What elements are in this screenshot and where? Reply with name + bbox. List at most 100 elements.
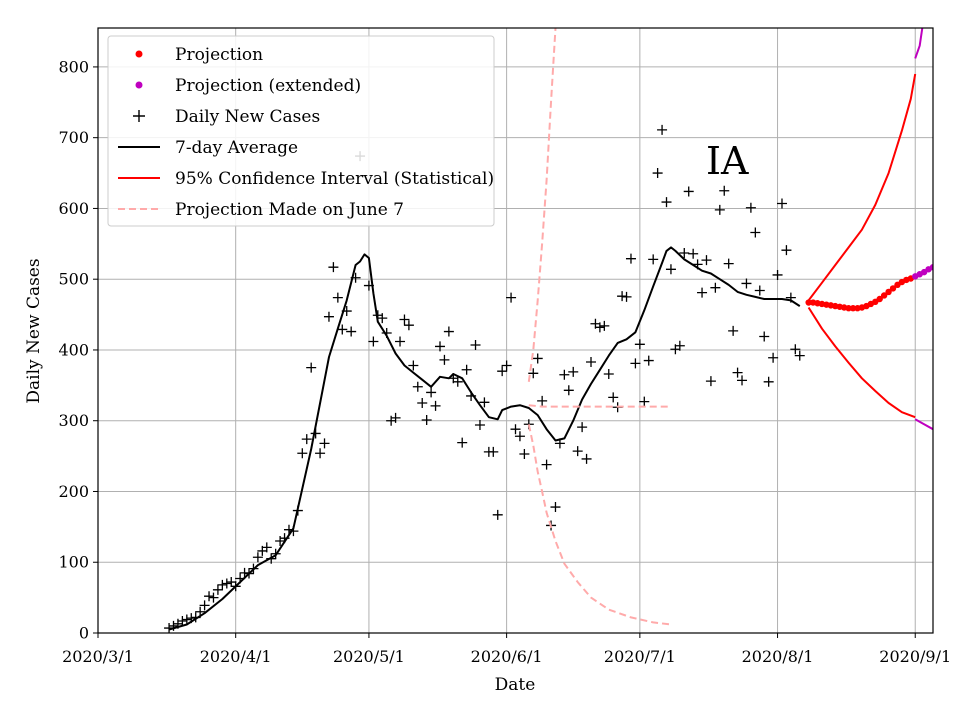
daily-case-point xyxy=(781,245,792,256)
daily-case-point xyxy=(745,202,756,213)
projection-extended-point xyxy=(929,263,933,271)
daily-case-point xyxy=(204,591,215,602)
daily-case-point xyxy=(319,438,330,449)
daily-case-point xyxy=(514,431,525,442)
legend-item: 7-day Average xyxy=(118,138,298,158)
daily-case-point xyxy=(772,269,783,280)
daily-case-point xyxy=(763,376,774,387)
daily-case-point xyxy=(723,258,734,269)
daily-case-point xyxy=(417,398,428,409)
x-tick-label: 2020/7/1 xyxy=(604,647,676,666)
daily-case-point xyxy=(474,419,485,430)
confidence-interval-extended-lower-line xyxy=(914,418,933,431)
ticks: 2020/3/1 2020/4/1 2020/5/1 2020/6/1 2020/7/1… xyxy=(58,57,951,666)
daily-case-point xyxy=(426,387,437,398)
legend-label: Projection xyxy=(175,45,263,65)
projection-point xyxy=(889,285,897,292)
daily-case-point xyxy=(390,412,401,423)
plot-data-layer xyxy=(164,28,933,633)
daily-case-point xyxy=(630,358,641,369)
daily-case-point xyxy=(674,340,685,351)
daily-case-point xyxy=(643,355,654,366)
daily-case-point xyxy=(261,542,272,553)
daily-case-point xyxy=(457,437,468,448)
daily-case-point xyxy=(519,448,530,459)
daily-case-point xyxy=(621,291,632,302)
legend-label: 95% Confidence Interval (Statistical) xyxy=(175,169,494,189)
x-tick-label: 2020/5/1 xyxy=(333,647,405,666)
daily-case-point xyxy=(652,168,663,179)
daily-case-point xyxy=(208,592,219,603)
x-axis-title: Date xyxy=(495,675,536,695)
daily-case-point xyxy=(217,579,228,590)
95-confidence-interval-statistical-series xyxy=(807,73,917,419)
daily-case-point xyxy=(323,311,334,322)
y-tick-label: 500 xyxy=(58,270,89,289)
daily-case-point xyxy=(221,578,232,589)
y-axis-title: Daily New Cases xyxy=(24,258,44,403)
daily-case-point xyxy=(439,354,450,365)
daily-case-point xyxy=(488,446,499,457)
legend-item: Daily New Cases xyxy=(133,107,320,127)
daily-case-point xyxy=(528,368,539,379)
7-day-average-series xyxy=(168,246,801,631)
legend-item: 95% Confidence Interval (Statistical) xyxy=(118,169,494,189)
daily-case-point xyxy=(719,185,730,196)
daily-case-point xyxy=(705,376,716,387)
projection-point xyxy=(880,292,888,299)
projection-point xyxy=(876,295,883,303)
y-tick-label: 0 xyxy=(79,624,89,643)
daily-case-point xyxy=(603,369,614,380)
daily-case-point xyxy=(252,552,263,563)
daily-case-point xyxy=(226,577,237,588)
daily-case-point xyxy=(608,392,619,403)
daily-case-point xyxy=(408,360,419,371)
projection-point xyxy=(845,305,852,312)
daily-case-point xyxy=(368,336,379,347)
daily-case-point xyxy=(430,400,441,411)
95-confidence-interval-statistical-upper-line xyxy=(807,73,917,302)
projection-made-on-june-7-series xyxy=(527,28,672,626)
daily-case-point xyxy=(328,262,339,273)
daily-case-point xyxy=(337,324,348,335)
y-tick-label: 400 xyxy=(58,340,89,359)
daily-case-point xyxy=(395,336,406,347)
daily-case-point xyxy=(377,313,388,324)
daily-case-point xyxy=(346,326,357,337)
daily-case-point xyxy=(315,448,326,459)
daily-case-point xyxy=(297,448,308,459)
daily-case-point xyxy=(661,197,672,208)
daily-case-point xyxy=(754,285,765,296)
daily-case-point xyxy=(506,292,517,303)
daily-case-point xyxy=(412,381,423,392)
x-tick-label: 2020/9/1 xyxy=(879,647,951,666)
daily-case-point xyxy=(581,453,592,464)
daily-case-point xyxy=(697,287,708,298)
daily-case-point xyxy=(332,292,343,303)
daily-case-point xyxy=(737,375,748,386)
daily-case-point xyxy=(679,248,690,259)
daily-case-point xyxy=(625,253,636,264)
daily-case-point xyxy=(617,291,628,302)
legend-marker xyxy=(135,50,143,58)
daily-case-point xyxy=(177,615,188,626)
daily-case-point xyxy=(701,255,712,266)
legend-label: Projection (extended) xyxy=(175,76,361,96)
daily-case-point xyxy=(572,446,583,457)
daily-case-point xyxy=(199,600,210,611)
daily-case-point xyxy=(710,282,721,293)
legend-label: 7-day Average xyxy=(175,138,298,158)
daily-case-point xyxy=(594,322,605,333)
y-tick-label: 600 xyxy=(58,199,89,218)
daily-case-point xyxy=(181,614,192,625)
daily-case-point xyxy=(301,434,312,445)
y-tick-label: 300 xyxy=(58,411,89,430)
daily-case-point xyxy=(461,364,472,375)
daily-case-point xyxy=(639,396,650,407)
daily-case-point xyxy=(306,362,317,373)
legend-marker xyxy=(135,81,143,89)
axes-frame xyxy=(97,27,934,634)
projection-point xyxy=(885,288,892,296)
daily-case-point xyxy=(510,424,521,435)
